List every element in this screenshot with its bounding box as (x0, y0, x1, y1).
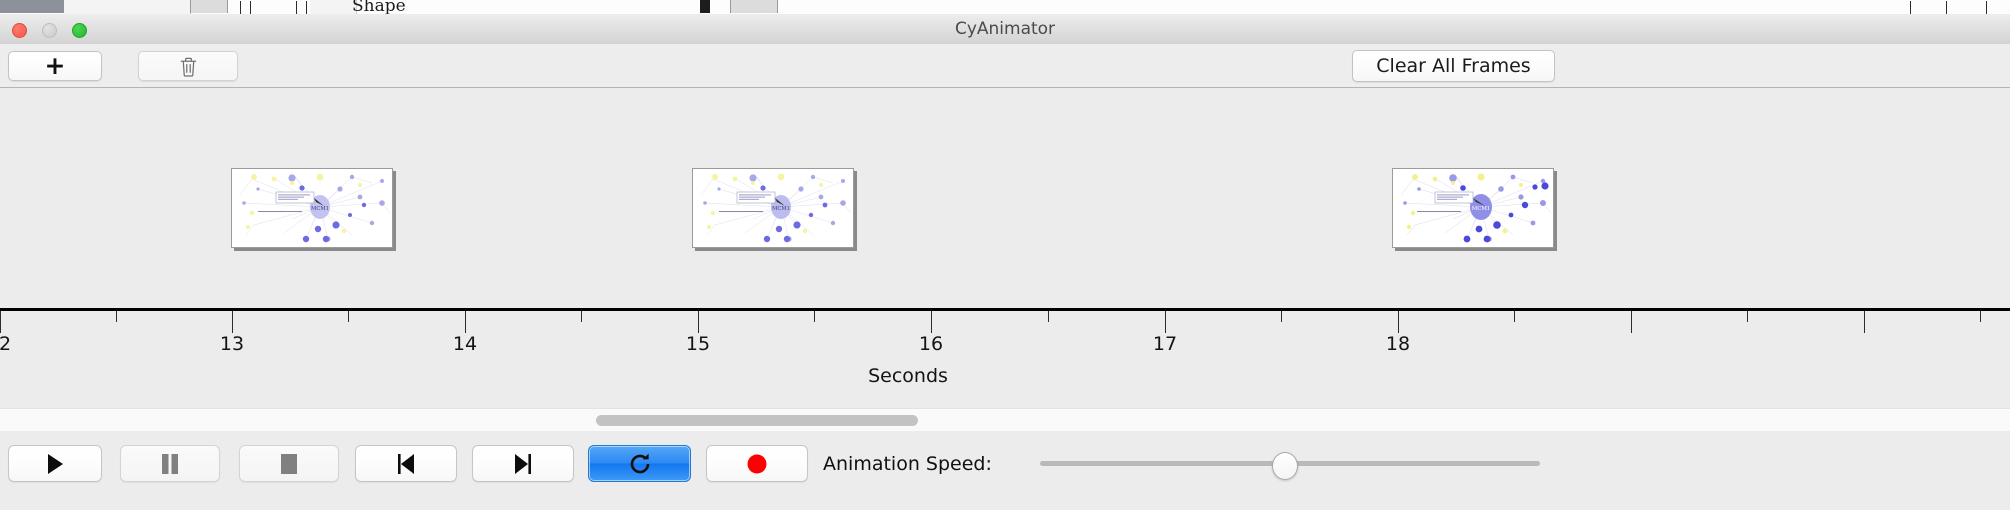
axis-tick-minor (581, 311, 582, 322)
background-window-tick (296, 1, 297, 14)
axis-tick-label: 17 (1152, 333, 1178, 355)
axis-tick-label: 15 (685, 333, 711, 355)
trash-icon (179, 56, 198, 77)
background-window-chunk (310, 0, 357, 14)
background-window-chunk (64, 0, 139, 14)
network-thumbnail-light: MCM1 (693, 169, 853, 247)
pause-button[interactable] (120, 445, 220, 482)
skip-fwd-icon (513, 453, 533, 475)
background-window-dark-chunk (0, 0, 64, 13)
background-window-tick (1910, 1, 1911, 14)
axis-tick-minor (814, 311, 815, 322)
background-window-tick (250, 1, 251, 14)
loop-button[interactable] (588, 445, 691, 482)
skip-to-end-button[interactable] (472, 445, 574, 482)
maximize-window-button[interactable] (72, 23, 87, 38)
background-window-tick (1986, 1, 1987, 14)
close-window-button[interactable] (12, 23, 27, 38)
frame-thumbnail[interactable]: MCM1 (231, 168, 393, 248)
axis-tick-minor (1514, 311, 1515, 322)
axis-tick-minor (1980, 311, 1981, 322)
skip-back-icon (396, 453, 416, 475)
axis-tick-label: 14 (452, 333, 478, 355)
axis-tick-major (465, 311, 466, 333)
play-icon (46, 453, 65, 475)
axis-title: Seconds (868, 365, 948, 387)
axis-tick-major (698, 311, 699, 333)
background-window-chunk (138, 0, 191, 14)
play-button[interactable] (8, 445, 102, 482)
skip-to-start-button[interactable] (355, 445, 457, 482)
axis-tick-major (1631, 311, 1632, 333)
central-node-label: MCM1 (1472, 206, 1491, 212)
network-thumbnail-light: MCM1 (232, 169, 392, 247)
background-window-marker (700, 0, 710, 13)
animation-speed-label: Animation Speed: (823, 453, 992, 475)
axis-tick-major (1864, 311, 1865, 333)
plus-icon: + (44, 50, 66, 80)
axis-tick-label: 18 (1385, 333, 1411, 355)
record-icon (746, 453, 768, 475)
axis-tick-minor (1747, 311, 1748, 322)
timeline-axis (0, 308, 2010, 311)
axis-tick-major (1165, 311, 1166, 333)
add-frame-button[interactable]: + (8, 51, 102, 81)
axis-tick-label: 16 (918, 333, 944, 355)
transport-bar: Animation Speed: (0, 431, 2010, 510)
frame-thumbnail[interactable]: MCM1 (1392, 168, 1554, 248)
axis-tick-minor (1048, 311, 1049, 322)
title-bar: CyAnimator (0, 14, 2010, 45)
stop-icon (279, 453, 299, 475)
axis-tick-minor (348, 311, 349, 322)
timeline-panel[interactable]: MCM1 (0, 88, 2010, 408)
record-button[interactable] (706, 445, 808, 482)
axis-tick-major (0, 311, 1, 333)
network-thumbnail-saturated: MCM1 (1393, 169, 1553, 247)
minimize-window-button[interactable] (42, 23, 57, 38)
scrollbar-thumb[interactable] (596, 415, 918, 426)
delete-frame-button[interactable] (138, 51, 238, 81)
clear-all-frames-button[interactable]: Clear All Frames (1352, 50, 1555, 82)
axis-tick-minor (116, 311, 117, 322)
axis-tick-major (232, 311, 233, 333)
timeline-horizontal-scrollbar[interactable] (0, 408, 2010, 432)
toolbar: + Clear All Frames (0, 44, 2010, 88)
background-window-block (190, 0, 228, 13)
central-node-label: MCM1 (772, 206, 790, 212)
background-window-block (730, 0, 778, 13)
axis-tick-label: 13 (219, 333, 245, 355)
window-title: CyAnimator (954, 19, 1056, 39)
pause-icon (160, 453, 180, 475)
axis-tick-label: 2 (0, 333, 12, 355)
loop-icon (628, 452, 652, 476)
axis-tick-major (1398, 311, 1399, 333)
background-window-tick (240, 1, 241, 14)
background-window-tick (1946, 1, 1947, 14)
frame-thumbnail[interactable]: MCM1 (692, 168, 854, 248)
central-node-label: MCM1 (311, 206, 329, 212)
clear-all-frames-label: Clear All Frames (1376, 55, 1531, 77)
axis-tick-minor (1281, 311, 1282, 322)
background-window-strip: Shape (0, 0, 2010, 15)
animation-speed-slider-handle[interactable] (1272, 452, 1298, 480)
stop-button[interactable] (239, 445, 339, 482)
background-window-tick (306, 1, 307, 14)
background-window-label: Shape (352, 0, 406, 15)
axis-tick-major (931, 311, 932, 333)
